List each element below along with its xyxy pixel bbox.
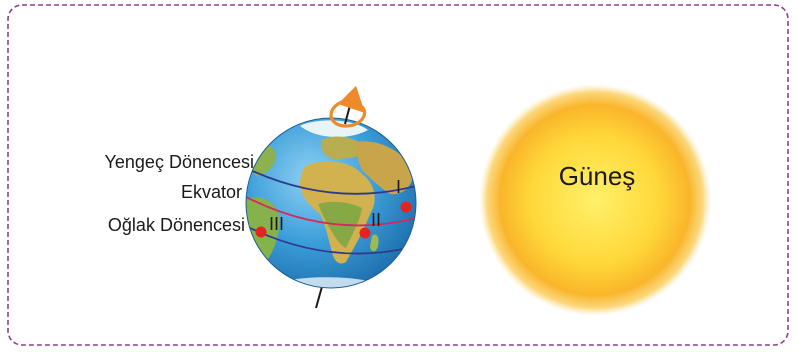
point-II-label: II xyxy=(371,210,381,230)
tropic-of-capricorn-line xyxy=(246,225,416,255)
point-II-dot xyxy=(359,227,371,239)
point-III-dot xyxy=(255,226,267,238)
tropic-of-capricorn-label: Oğlak Dönencesi xyxy=(108,215,245,235)
tropic-of-cancer-line xyxy=(246,167,416,195)
point-I-dot xyxy=(400,201,412,213)
sun-icon xyxy=(479,84,711,316)
earth-globe-icon xyxy=(245,117,417,289)
equator-label: Ekvator xyxy=(181,182,242,202)
asia-landmass xyxy=(355,141,414,195)
europe-landmass xyxy=(322,136,363,160)
point-III-label: III xyxy=(269,214,284,234)
curved-rotation-arrow-icon xyxy=(329,85,367,128)
equator-line xyxy=(246,196,416,227)
sun-disc xyxy=(479,84,711,316)
antarctica-landmass xyxy=(290,277,372,288)
madagascar-landmass xyxy=(370,234,379,252)
point-I-label: I xyxy=(396,177,401,197)
tropic-of-cancer-label: Yengeç Dönencesi xyxy=(105,152,254,172)
sun-label: Güneş xyxy=(559,161,636,191)
dashed-frame xyxy=(7,4,789,346)
